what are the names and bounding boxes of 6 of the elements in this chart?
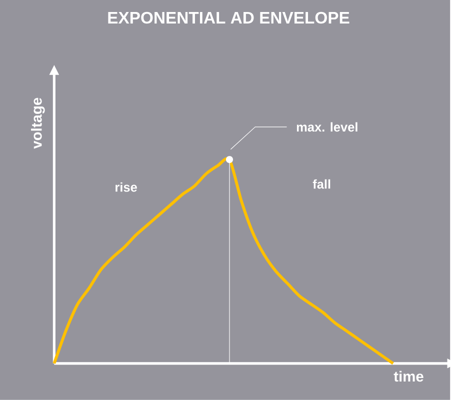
x-axis-title: time xyxy=(394,370,424,382)
annotation: fall xyxy=(312,179,330,189)
chart-title: EXPONENTIAL AD ENVELOPE xyxy=(108,12,350,24)
y-axis-title: voltage xyxy=(31,98,45,149)
annotation: rise xyxy=(116,182,137,192)
text: max. level xyxy=(296,122,358,132)
